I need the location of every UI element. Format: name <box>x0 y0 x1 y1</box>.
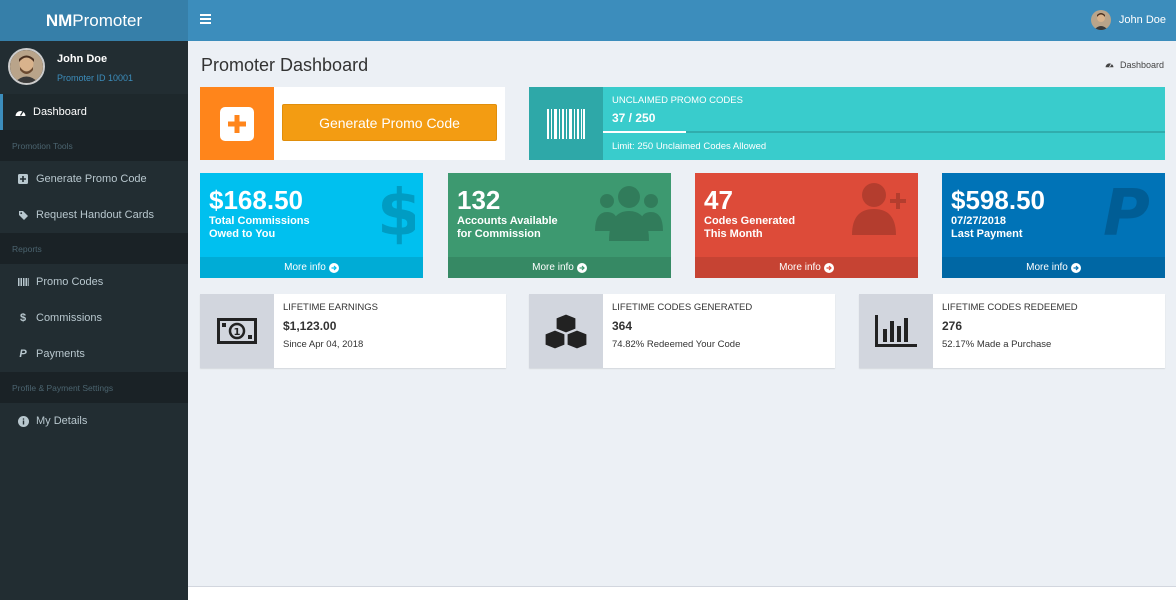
money-icon: 1 <box>200 294 274 368</box>
unclaimed-limit-text: Limit: 250 Unclaimed Codes Allowed <box>612 141 767 152</box>
info-title: LIFETIME CODES REDEEMED <box>942 302 1078 313</box>
stat-label: Total Commissions Owed to You <box>209 215 310 240</box>
stat-value: 47 <box>704 185 733 215</box>
svg-text:$: $ <box>377 179 415 249</box>
more-info-link[interactable]: More info <box>200 257 423 278</box>
brand-logo-rest: Promoter <box>72 10 143 30</box>
info-box-lifetime-earnings: 1 LIFETIME EARNINGS $1,123.00 Since Apr … <box>200 294 506 368</box>
stat-value: $598.50 <box>951 185 1045 215</box>
unclaimed-progress-bar <box>603 131 1165 133</box>
paypal-icon: P <box>19 348 27 360</box>
sidebar-item-commissions[interactable]: $ Commissions <box>0 300 188 336</box>
sidebar-item-my-details[interactable]: My Details <box>0 403 188 439</box>
stat-box-accounts: 132 Accounts Available for Commission Mor… <box>448 173 671 278</box>
sidebar-user-id: Promoter ID 10001 <box>57 73 134 83</box>
arrow-circle-right-icon <box>823 262 834 273</box>
info-value: 276 <box>942 319 963 333</box>
breadcrumb-label: Dashboard <box>1119 60 1164 70</box>
stat-value: $168.50 <box>209 185 303 215</box>
info-circle-icon <box>17 415 29 427</box>
avatar <box>1090 10 1111 30</box>
sidebar: John Doe Promoter ID 10001 Dashboard Pro… <box>0 41 188 600</box>
sidebar-user-name: John Doe <box>57 53 108 65</box>
tag-icon <box>17 210 29 221</box>
paypal-icon: P <box>1103 177 1157 251</box>
unclaimed-progress-fill <box>603 131 687 133</box>
bar-chart-icon <box>859 294 933 368</box>
generate-promo-code-button[interactable]: Generate Promo Code <box>282 104 497 141</box>
stat-box-commissions: $168.50 Total Commissions Owed to You $ M… <box>200 173 423 278</box>
menu-header-promotion-tools: Promotion Tools <box>0 130 188 161</box>
sidebar-item-generate-promo-code[interactable]: Generate Promo Code <box>0 161 188 197</box>
plus-square-icon <box>200 87 274 160</box>
svg-text:P: P <box>1103 179 1150 243</box>
info-value: 364 <box>612 319 633 333</box>
more-info-link[interactable]: More info <box>448 257 671 278</box>
barcode-icon <box>17 278 29 286</box>
info-desc: 52.17% Made a Purchase <box>942 339 1052 350</box>
sidebar-item-label: Commissions <box>36 312 103 324</box>
brand-logo[interactable]: NM Promoter <box>0 0 188 41</box>
sidebar-item-label: Request Handout Cards <box>36 209 155 221</box>
avatar <box>8 48 45 85</box>
main-content: Promoter Dashboard Dashboard <box>188 41 1176 600</box>
users-icon <box>595 179 663 244</box>
brand-logo-bold: NM <box>45 10 73 30</box>
stat-label: 07/27/2018 Last Payment <box>951 215 1023 240</box>
plus-square-icon <box>17 174 29 184</box>
stat-box-last-payment: $598.50 07/27/2018 Last Payment P More in… <box>942 173 1165 278</box>
barcode-icon <box>529 87 603 160</box>
sidebar-item-label: Payments <box>36 348 85 360</box>
info-box-lifetime-codes-redeemed: LIFETIME CODES REDEEMED 276 52.17% Made … <box>859 294 1165 368</box>
info-title: LIFETIME CODES GENERATED <box>612 302 753 313</box>
stat-label: Accounts Available for Commission <box>457 215 558 240</box>
header-user-name: John Doe <box>1118 14 1166 26</box>
dashboard-icon <box>14 108 26 117</box>
menu-header-reports: Reports <box>0 233 188 264</box>
sidebar-item-label: My Details <box>36 415 88 427</box>
dollar-icon: $ <box>19 312 27 324</box>
stat-label: Codes Generated This Month <box>704 215 796 240</box>
more-info-link[interactable]: More info <box>695 257 918 278</box>
unclaimed-count: 37 / 250 <box>612 111 656 125</box>
svg-text:1: 1 <box>234 327 241 338</box>
stat-box-codes-generated: 47 Codes Generated This Month More info <box>695 173 918 278</box>
header-user-menu[interactable]: John Doe <box>1090 10 1166 30</box>
dollar-icon: $ <box>375 177 422 252</box>
cubes-icon <box>529 294 603 368</box>
sidebar-toggle-icon[interactable] <box>200 14 211 24</box>
sidebar-item-request-handout-cards[interactable]: Request Handout Cards <box>0 197 188 233</box>
dashboard-icon <box>1105 60 1114 70</box>
generate-promo-box: Generate Promo Code <box>200 87 505 160</box>
sidebar-item-promo-codes[interactable]: Promo Codes <box>0 264 188 300</box>
sidebar-item-label: Promo Codes <box>36 276 104 288</box>
sidebar-user-panel: John Doe Promoter ID 10001 <box>0 41 188 94</box>
menu-header-profile-payment-settings: Profile & Payment Settings <box>0 372 188 403</box>
stat-value: 132 <box>457 185 501 215</box>
breadcrumb[interactable]: Dashboard <box>1105 60 1164 70</box>
sidebar-item-dashboard[interactable]: Dashboard <box>0 94 188 130</box>
arrow-circle-right-icon <box>1070 262 1081 273</box>
info-title: LIFETIME EARNINGS <box>283 302 379 313</box>
sidebar-item-label: Dashboard <box>33 106 87 118</box>
info-box-lifetime-codes-generated: LIFETIME CODES GENERATED 364 74.82% Rede… <box>529 294 835 368</box>
info-desc: Since Apr 04, 2018 <box>283 339 364 350</box>
more-info-link[interactable]: More info <box>942 257 1165 278</box>
arrow-circle-right-icon <box>576 262 587 273</box>
unclaimed-promo-codes-box: UNCLAIMED PROMO CODES 37 / 250 Limit: 25… <box>529 87 1165 160</box>
page-title: Promoter Dashboard <box>201 55 369 75</box>
user-plus-icon <box>852 179 910 238</box>
footer-strip <box>188 586 1176 600</box>
sidebar-item-label: Generate Promo Code <box>36 173 147 185</box>
sidebar-item-payments[interactable]: P Payments <box>0 336 188 372</box>
info-desc: 74.82% Redeemed Your Code <box>612 339 741 350</box>
arrow-circle-right-icon <box>328 262 339 273</box>
unclaimed-title: UNCLAIMED PROMO CODES <box>612 95 743 106</box>
info-value: $1,123.00 <box>283 319 337 333</box>
top-navbar: John Doe <box>188 0 1176 41</box>
